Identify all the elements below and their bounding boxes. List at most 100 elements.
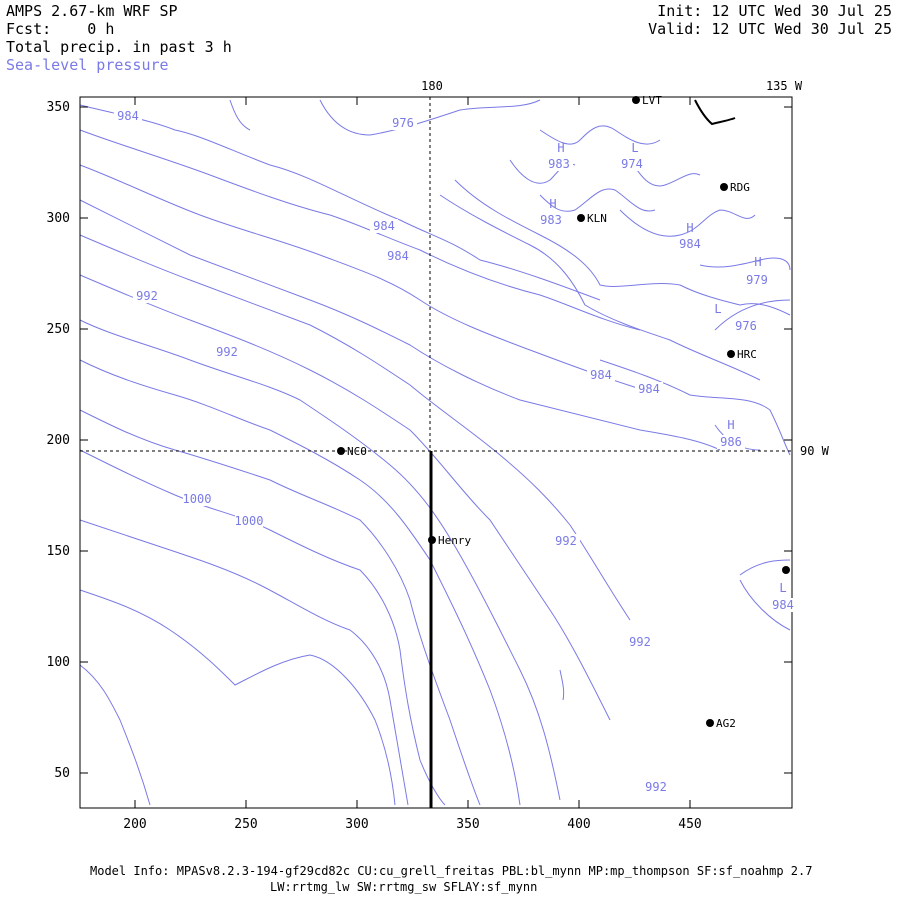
- pressure-center-mark: H: [557, 141, 564, 155]
- station-label: LVT: [642, 94, 662, 107]
- contour-label: 986: [720, 435, 742, 449]
- x-tick-label: 350: [456, 817, 479, 832]
- stations: LVT RDG KLN HRC NCO Henry AG2: [337, 94, 790, 730]
- valid-time: Valid: 12 UTC Wed 30 Jul 25: [648, 20, 892, 38]
- isobar: [699, 257, 791, 271]
- x-tick-label: 200: [123, 817, 146, 832]
- pressure-center-mark: L: [779, 581, 786, 595]
- pressure-center-mark: H: [727, 418, 734, 432]
- isobar: [559, 669, 565, 701]
- x-tick-label: 450: [678, 817, 701, 832]
- fcst-value: 0 h: [87, 20, 115, 38]
- pressure-center-mark: H: [754, 255, 761, 269]
- y-tick-label: 150: [47, 544, 70, 559]
- label-backdrop: [545, 157, 573, 171]
- label-backdrop: [389, 116, 417, 130]
- contour-label: 976: [392, 116, 414, 130]
- isobar: [539, 188, 656, 212]
- contour-label: 984: [772, 598, 794, 612]
- label-backdrop: [552, 534, 580, 548]
- contour-label: 983: [540, 213, 562, 227]
- x-tick-label: 250: [234, 817, 257, 832]
- y-tick-label: 350: [47, 100, 70, 115]
- isobar: [79, 129, 641, 331]
- y-tick-label: 100: [47, 655, 70, 670]
- isobar: [79, 164, 661, 396]
- label-backdrop: [587, 368, 615, 382]
- contour-label: 992: [216, 345, 238, 359]
- isobar: [739, 559, 791, 576]
- coastline: [694, 99, 736, 126]
- contour-label: 984: [387, 249, 409, 263]
- label-backdrop: [133, 289, 161, 303]
- lon-label-180: 180: [421, 79, 443, 93]
- station-label: Henry: [438, 534, 471, 547]
- y-tick-label: 200: [47, 433, 70, 448]
- model-info-line2: LW:rrtmg_lw SW:rrtmg_sw SFLAY:sf_mynn: [270, 880, 538, 894]
- overlay-title: Sea-level pressure: [6, 56, 169, 74]
- contour-label: 974: [621, 157, 643, 171]
- y-axis-labels: 50 100 150 200 250 300 350: [47, 100, 70, 781]
- lon-label-90w: 90 W: [800, 444, 830, 458]
- header-right: Init: 12 UTC Wed 30 Jul 25 Valid: 12 UTC…: [648, 2, 892, 38]
- init-time: Init: 12 UTC Wed 30 Jul 25: [657, 2, 892, 20]
- station-dot: [706, 719, 714, 727]
- isobar: [79, 319, 561, 801]
- contour-label: 984: [373, 219, 395, 233]
- isobar: [79, 104, 601, 301]
- isobar: [79, 359, 521, 806]
- label-backdrop: [213, 345, 241, 359]
- label-backdrop: [732, 319, 760, 333]
- y-tick-label: 300: [47, 211, 70, 226]
- label-backdrop: [235, 514, 263, 528]
- fcst-label: Fcst:: [6, 20, 52, 38]
- label-backdrop: [717, 435, 745, 449]
- isobar: [79, 409, 481, 806]
- map-frame: [79, 96, 793, 809]
- station-dot: [782, 566, 790, 574]
- pressure-center-mark: H: [686, 221, 693, 235]
- slp-contours: [79, 99, 791, 806]
- station-label: KLN: [587, 212, 607, 225]
- isobar: [714, 299, 791, 331]
- isobar: [79, 274, 611, 721]
- isobar: [79, 519, 409, 806]
- isobar: [454, 179, 791, 316]
- contour-label: 979: [746, 273, 768, 287]
- contour-label: 992: [629, 635, 651, 649]
- contour-label: 984: [679, 237, 701, 251]
- contour-label: 984: [117, 109, 139, 123]
- x-tick-label: 400: [567, 817, 590, 832]
- pressure-center-mark: H: [549, 197, 556, 211]
- contour-label: 976: [735, 319, 757, 333]
- label-backdrop: [183, 492, 211, 506]
- x-tick-label: 300: [345, 817, 368, 832]
- contour-labels: 984 976 984 984 992 992 1000 1000 992 992 992 984 98…: [114, 109, 797, 794]
- contour-label: 992: [555, 534, 577, 548]
- header-left: AMPS 2.67-km WRF SP Fcst: 0 h Total prec…: [6, 2, 232, 74]
- pressure-centers: H L H H H L H L: [549, 141, 786, 595]
- isobar: [79, 234, 631, 621]
- model-title: AMPS 2.67-km WRF SP: [6, 2, 178, 20]
- label-backdrop: [676, 237, 704, 251]
- contour-label: 1000: [183, 492, 212, 506]
- contour-label: 1000: [235, 514, 264, 528]
- contour-label: 992: [136, 289, 158, 303]
- isobar: [599, 359, 791, 456]
- label-backdrop: [384, 249, 412, 263]
- station-label: AG2: [716, 717, 736, 730]
- isobar: [79, 589, 396, 806]
- contour-label: 992: [645, 780, 667, 794]
- contour-label: 983: [548, 157, 570, 171]
- contour-label: 984: [638, 382, 660, 396]
- label-backdrop: [743, 273, 771, 287]
- y-tick-label: 50: [54, 766, 70, 781]
- isobar: [739, 579, 791, 631]
- label-backdrop: [769, 598, 797, 612]
- label-backdrop: [618, 157, 646, 171]
- isobar: [79, 449, 446, 806]
- isobar: [539, 125, 661, 145]
- contour-label: 984: [590, 368, 612, 382]
- y-tick-label: 250: [47, 322, 70, 337]
